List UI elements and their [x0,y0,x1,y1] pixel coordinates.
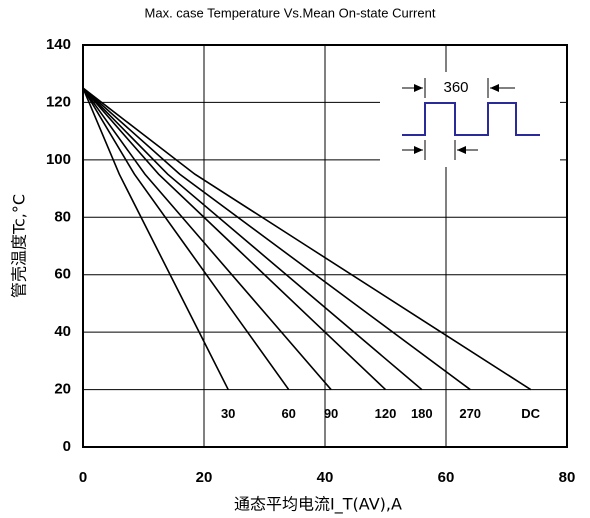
x-tick-label: 20 [196,469,213,486]
y-tick-label: 100 [46,151,71,168]
x-tick-label: 0 [79,469,87,486]
x-tick-label: 40 [317,469,334,486]
curve-label: 120 [375,406,397,421]
curve [82,87,471,391]
y-tick-label: 40 [54,323,71,340]
plot-frame [82,44,568,448]
curve [82,87,290,391]
curve [82,87,423,391]
x-tick-label: 80 [559,469,576,486]
x-tick-label: 60 [438,469,455,486]
y-axis-title: 管壳温度Tc,°C [10,194,29,298]
y-tick-label: 60 [54,266,71,283]
y-tick-label: 80 [54,208,71,225]
chart-title: Max. case Temperature Vs.Mean On-state C… [145,5,436,20]
waveform-inset: 360 [380,72,560,167]
y-tick-label: 0 [63,438,71,455]
x-axis-title: 通态平均电流I_T(AV),A [234,495,402,515]
curve [82,87,332,391]
curve-label: 30 [221,406,235,421]
curve-label: 90 [324,406,338,421]
curve [82,87,532,391]
curve-label: DC [521,406,540,421]
curve-label: 270 [459,406,481,421]
curve [82,87,229,390]
curve [82,87,387,391]
curve-label: 60 [281,406,295,421]
y-tick-label: 120 [46,93,71,110]
y-tick-label: 20 [54,381,71,398]
annotation: 360 [443,79,468,96]
curve-label: 180 [411,406,433,421]
y-tick-label: 140 [46,36,71,53]
